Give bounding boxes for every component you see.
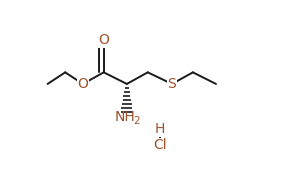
Text: S: S — [168, 77, 176, 91]
Text: O: O — [77, 77, 88, 91]
Text: O: O — [98, 33, 109, 47]
Text: 2: 2 — [133, 116, 140, 126]
Text: Cl: Cl — [153, 138, 167, 152]
Text: NH: NH — [114, 110, 135, 124]
Text: H: H — [155, 122, 165, 136]
